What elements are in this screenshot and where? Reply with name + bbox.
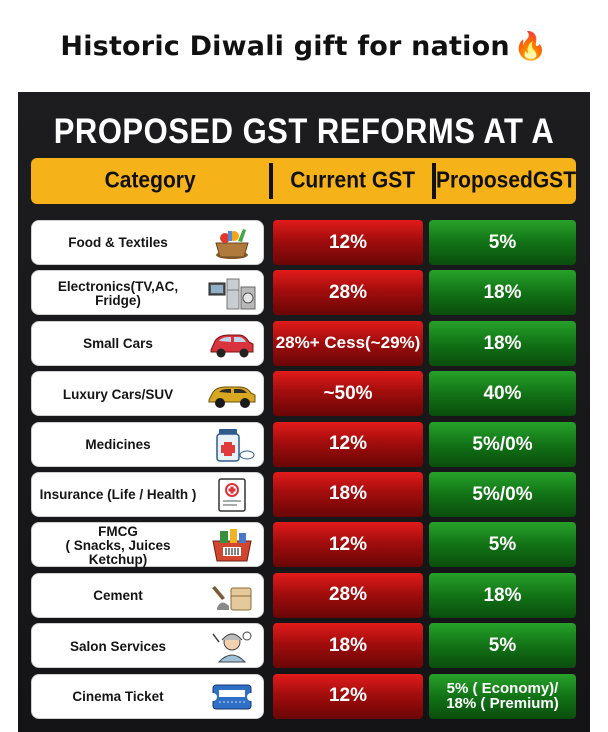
category-cell: Food & Textiles xyxy=(31,220,264,265)
luxury-car-icon xyxy=(207,376,257,412)
table-row: Small Cars 28%+ Cess(~29%) 18% xyxy=(31,319,576,369)
current-gst-cell: 18% xyxy=(273,623,423,669)
category-cell: Cement xyxy=(31,572,264,618)
proposed-gst-cell: 5%/0% xyxy=(429,421,576,467)
grocery-basket-icon xyxy=(207,225,257,261)
shopping-basket-icon xyxy=(207,527,257,563)
table-body: Food & Textiles 12% 5% Electronics(TV,AC, F… xyxy=(31,218,576,722)
category-cell: Cinema Ticket xyxy=(31,673,264,719)
category-cell: Salon Services xyxy=(31,623,264,669)
current-gst-cell: 28%+ Cess(~29%) xyxy=(273,320,423,366)
proposed-gst-cell: 40% xyxy=(429,371,576,417)
medicine-icon xyxy=(207,427,257,463)
proposed-gst-cell: 5% xyxy=(429,623,576,669)
caption-text: Historic Diwali gift for nation xyxy=(60,31,510,62)
proposed-gst-cell: 5%/0% xyxy=(429,471,576,517)
proposed-gst-cell: 5% ( Economy)/ 18% ( Premium) xyxy=(429,673,576,719)
header-divider xyxy=(269,163,274,199)
proposed-gst-cell: 18% xyxy=(429,572,576,618)
small-car-icon xyxy=(207,326,257,362)
table-row: Insurance (Life / Health ) 18% 5%/0% xyxy=(31,470,576,520)
current-gst-cell: 28% xyxy=(273,270,423,316)
insurance-document-icon xyxy=(207,477,257,513)
table-row: Luxury Cars/SUV ~50% 40% xyxy=(31,369,576,419)
current-gst-cell: 28% xyxy=(273,572,423,618)
category-label: Food & Textiles xyxy=(68,235,168,251)
category-label: Salon Services xyxy=(69,638,167,654)
proposed-gst-cell: 5% xyxy=(429,220,576,265)
proposed-gst-cell: 5% xyxy=(429,522,576,568)
category-label: Small Cars xyxy=(83,336,153,352)
table-row: FMCG ( Snacks, Juices Ketchup) 12% 5% xyxy=(31,520,576,570)
table-row: Electronics(TV,AC, Fridge) 28% 18% xyxy=(31,268,576,318)
header-proposed-gst: ProposedGST xyxy=(436,167,577,194)
category-cell: Medicines xyxy=(31,421,264,467)
current-gst-cell: 12% xyxy=(273,522,423,568)
table-row: Cement 28% 18% xyxy=(31,571,576,621)
category-label: Electronics(TV,AC, Fridge) xyxy=(57,278,179,308)
category-cell: Insurance (Life / Health ) xyxy=(31,471,264,517)
header-divider xyxy=(432,163,436,199)
category-label: Insurance (Life / Health ) xyxy=(39,487,197,503)
table-row: Cinema Ticket 12% 5% ( Economy)/ 18% ( Pre… xyxy=(31,672,576,722)
appliances-icon xyxy=(207,275,257,311)
header-category: Category xyxy=(104,167,196,194)
header-current-gst: Current GST xyxy=(290,167,416,194)
post-caption: Historic Diwali gift for nation 🔥 xyxy=(0,30,608,62)
category-cell: Luxury Cars/SUV xyxy=(31,371,264,417)
current-gst-cell: 12% xyxy=(273,673,423,719)
table-row: Medicines 12% 5%/0% xyxy=(31,420,576,470)
current-gst-cell: 18% xyxy=(273,471,423,517)
proposed-gst-cell: 18% xyxy=(429,270,576,316)
cement-bag-icon xyxy=(207,578,257,614)
table-row: Salon Services 18% 5% xyxy=(31,621,576,671)
category-label: Luxury Cars/SUV xyxy=(62,386,174,402)
proposed-gst-cell: 18% xyxy=(429,320,576,366)
category-label: Cinema Ticket xyxy=(72,688,164,704)
salon-icon xyxy=(207,628,257,664)
table-header: Category Current GST ProposedGST xyxy=(31,158,576,204)
category-label: Cement xyxy=(93,588,143,604)
table-row: Food & Textiles 12% 5% xyxy=(31,218,576,268)
category-label: FMCG ( Snacks, Juices Ketchup) xyxy=(65,523,171,567)
current-gst-cell: ~50% xyxy=(273,371,423,417)
category-cell: Small Cars xyxy=(31,320,264,366)
fire-icon: 🔥 xyxy=(513,31,548,62)
current-gst-cell: 12% xyxy=(273,421,423,467)
current-gst-cell: 12% xyxy=(273,220,423,265)
category-label: Medicines xyxy=(85,436,151,452)
category-cell: FMCG ( Snacks, Juices Ketchup) xyxy=(31,522,264,568)
gst-reforms-infographic: PROPOSED GST REFORMS AT A GLANCE Categor… xyxy=(18,92,590,732)
ticket-icon xyxy=(207,679,257,715)
category-cell: Electronics(TV,AC, Fridge) xyxy=(31,270,264,316)
